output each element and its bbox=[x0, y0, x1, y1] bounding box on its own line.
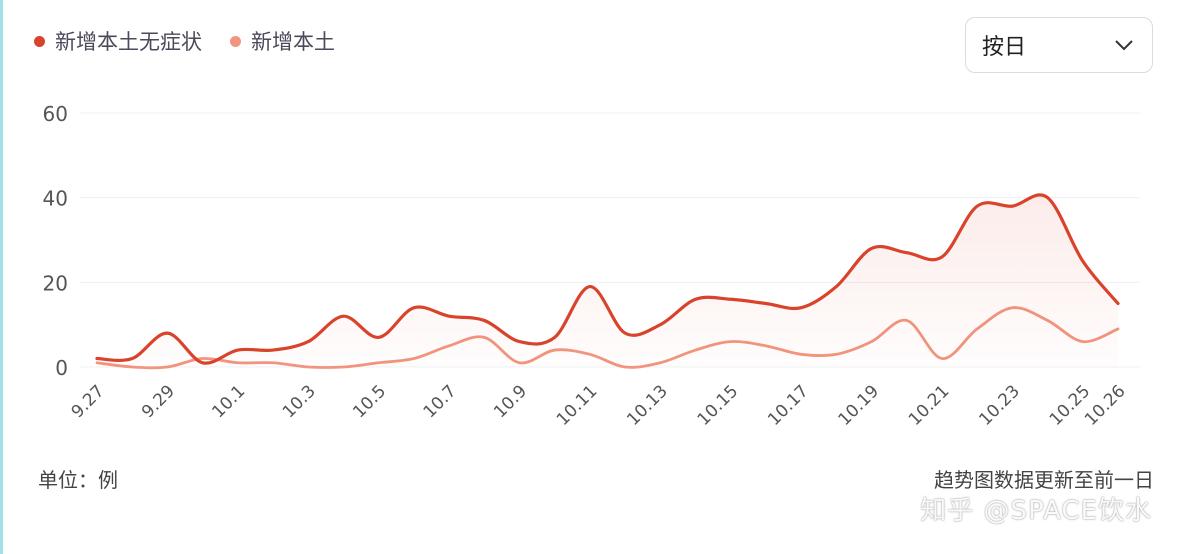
data-point bbox=[905, 251, 909, 255]
legend-dot-icon bbox=[34, 35, 45, 47]
data-point bbox=[658, 323, 662, 327]
data-point bbox=[482, 318, 486, 322]
series-line-asymptomatic bbox=[95, 193, 1120, 365]
x-tick-label: 9.29 bbox=[138, 381, 179, 422]
data-point bbox=[517, 340, 521, 344]
legend: 新增本土无症状 新增本土 bbox=[34, 26, 335, 56]
x-tick-label: 10.13 bbox=[623, 381, 672, 430]
legend-label: 新增本土 bbox=[251, 30, 335, 54]
x-tick-label: 10.26 bbox=[1081, 381, 1130, 430]
data-point bbox=[447, 314, 451, 318]
data-point bbox=[870, 246, 874, 250]
x-tick-label: 10.11 bbox=[553, 381, 602, 430]
x-tick-label: 10.5 bbox=[349, 381, 390, 422]
y-tick-label: 20 bbox=[43, 271, 68, 295]
data-point bbox=[201, 357, 205, 361]
x-tick-label: 10.3 bbox=[279, 381, 320, 422]
y-tick-label: 0 bbox=[55, 356, 68, 380]
legend-item-local[interactable]: 新增本土 bbox=[230, 26, 335, 56]
x-tick-label: 10.1 bbox=[208, 381, 249, 422]
legend-dot-icon bbox=[230, 35, 241, 47]
data-point bbox=[975, 204, 979, 208]
data-point bbox=[165, 331, 169, 335]
watermark: 知乎 @SPACE饮水 bbox=[920, 496, 1152, 526]
data-point bbox=[623, 331, 627, 335]
y-tick-label: 40 bbox=[43, 187, 68, 211]
data-point bbox=[306, 340, 310, 344]
x-tick-label: 10.19 bbox=[835, 381, 884, 430]
unit-label: 单位：例 bbox=[38, 468, 118, 492]
data-point bbox=[764, 302, 768, 306]
series-area bbox=[97, 194, 1118, 367]
x-tick-label: 10.9 bbox=[490, 381, 531, 422]
chevron-down-icon bbox=[1115, 40, 1133, 51]
data-point bbox=[1081, 259, 1085, 263]
data-point bbox=[799, 306, 803, 310]
data-point bbox=[940, 255, 944, 259]
data-point bbox=[694, 297, 698, 301]
data-point bbox=[1116, 302, 1120, 306]
data-point bbox=[412, 306, 416, 310]
x-tick-label: 10.21 bbox=[905, 381, 954, 430]
period-select-value: 按日 bbox=[982, 35, 1027, 60]
data-point bbox=[834, 285, 838, 289]
x-tick-label: 10.17 bbox=[764, 381, 813, 430]
data-point bbox=[236, 348, 240, 352]
y-tick-label: 60 bbox=[43, 102, 68, 126]
data-point bbox=[588, 285, 592, 289]
data-point bbox=[95, 357, 99, 361]
x-tick-label: 10.7 bbox=[420, 381, 461, 422]
data-point bbox=[729, 297, 733, 301]
data-point bbox=[1010, 204, 1014, 208]
data-point bbox=[553, 335, 557, 339]
x-tick-label: 10.15 bbox=[694, 381, 743, 430]
data-point bbox=[130, 357, 134, 361]
period-select[interactable]: 按日 bbox=[965, 17, 1153, 73]
data-point bbox=[201, 361, 205, 365]
x-tick-label: 9.27 bbox=[68, 381, 109, 422]
data-point bbox=[1046, 196, 1050, 200]
legend-item-asymptomatic[interactable]: 新增本土无症状 bbox=[34, 26, 202, 56]
data-point bbox=[271, 348, 275, 352]
data-point bbox=[377, 335, 381, 339]
x-tick-label: 10.23 bbox=[975, 381, 1024, 430]
data-point bbox=[341, 314, 345, 318]
legend-label: 新增本土无症状 bbox=[55, 30, 202, 54]
update-note: 趋势图数据更新至前一日 bbox=[934, 468, 1154, 492]
